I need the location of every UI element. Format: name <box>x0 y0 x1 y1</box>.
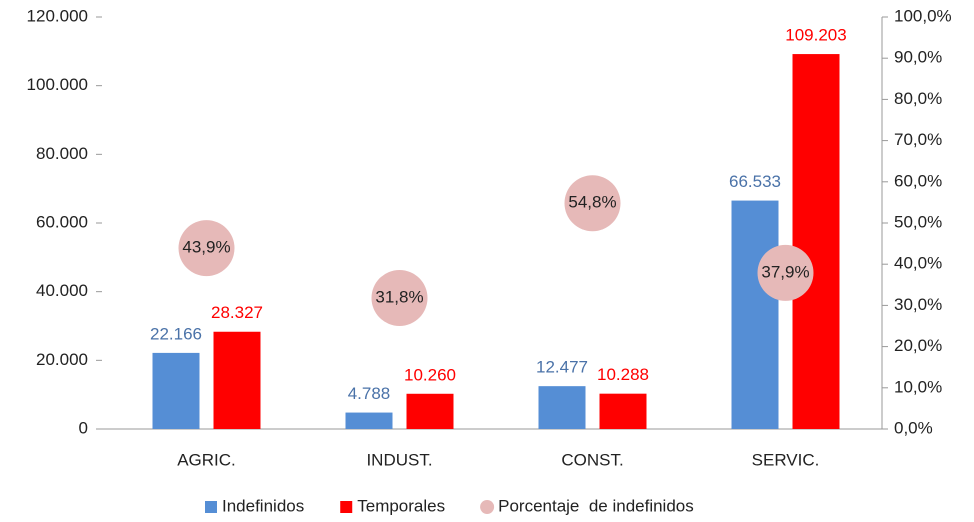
percent-label: 37,9% <box>761 262 809 281</box>
legend-label: Indefinidos <box>222 496 304 515</box>
x-tick-label: CONST. <box>561 450 623 469</box>
y-tick-label: 0 <box>79 418 88 437</box>
bar <box>599 393 647 429</box>
percent-marker <box>178 220 235 277</box>
bar-value-label: 12.477 <box>536 358 588 377</box>
y2-tick-label: 50,0% <box>894 212 942 231</box>
y-tick-label: 120.000 <box>27 6 88 25</box>
percent-marker <box>564 175 621 232</box>
bar-value-label: 10.288 <box>597 365 649 384</box>
y2-tick-label: 90,0% <box>894 48 942 67</box>
legend-swatch <box>340 501 353 513</box>
bar-value-label: 109.203 <box>785 26 846 45</box>
bar <box>538 386 586 429</box>
legend-label: Porcentaje de indefinidos <box>498 496 694 515</box>
bar <box>406 393 454 429</box>
y2-tick-label: 30,0% <box>894 295 942 314</box>
legend-swatch <box>480 500 495 514</box>
y-tick-label: 60.000 <box>36 212 88 231</box>
legend-swatch <box>205 501 217 513</box>
y-tick-label: 40.000 <box>36 281 88 300</box>
y2-tick-label: 20,0% <box>894 336 942 355</box>
percent-marker <box>757 244 814 301</box>
bar <box>792 54 840 429</box>
x-tick-label: INDUST. <box>366 450 432 469</box>
bar <box>152 352 200 429</box>
bar <box>731 200 779 429</box>
y2-tick-label: 100,0% <box>894 6 952 25</box>
y2-tick-label: 60,0% <box>894 171 942 190</box>
bar-value-label: 4.788 <box>348 384 391 403</box>
bar-value-label: 66.533 <box>729 172 781 191</box>
legend-label: Temporales <box>357 496 445 515</box>
bar <box>213 331 261 429</box>
x-tick-label: SERVIC. <box>752 450 820 469</box>
bar-value-label: 22.166 <box>150 324 202 343</box>
percent-marker <box>371 269 428 326</box>
y2-tick-label: 80,0% <box>894 89 942 108</box>
percent-label: 31,8% <box>375 287 423 306</box>
bar-value-label: 10.260 <box>404 365 456 384</box>
y2-tick-label: 40,0% <box>894 254 942 273</box>
percent-label: 54,8% <box>568 193 616 212</box>
y2-tick-label: 10,0% <box>894 377 942 396</box>
y-tick-label: 100.000 <box>27 75 88 94</box>
y2-tick-label: 0,0% <box>894 418 933 437</box>
y2-tick-label: 70,0% <box>894 130 942 149</box>
y-tick-label: 20.000 <box>36 350 88 369</box>
x-tick-label: AGRIC. <box>177 450 236 469</box>
bar-value-label: 28.327 <box>211 303 263 322</box>
bar <box>345 412 393 429</box>
percent-label: 43,9% <box>182 238 230 257</box>
y-tick-label: 80.000 <box>36 144 88 163</box>
